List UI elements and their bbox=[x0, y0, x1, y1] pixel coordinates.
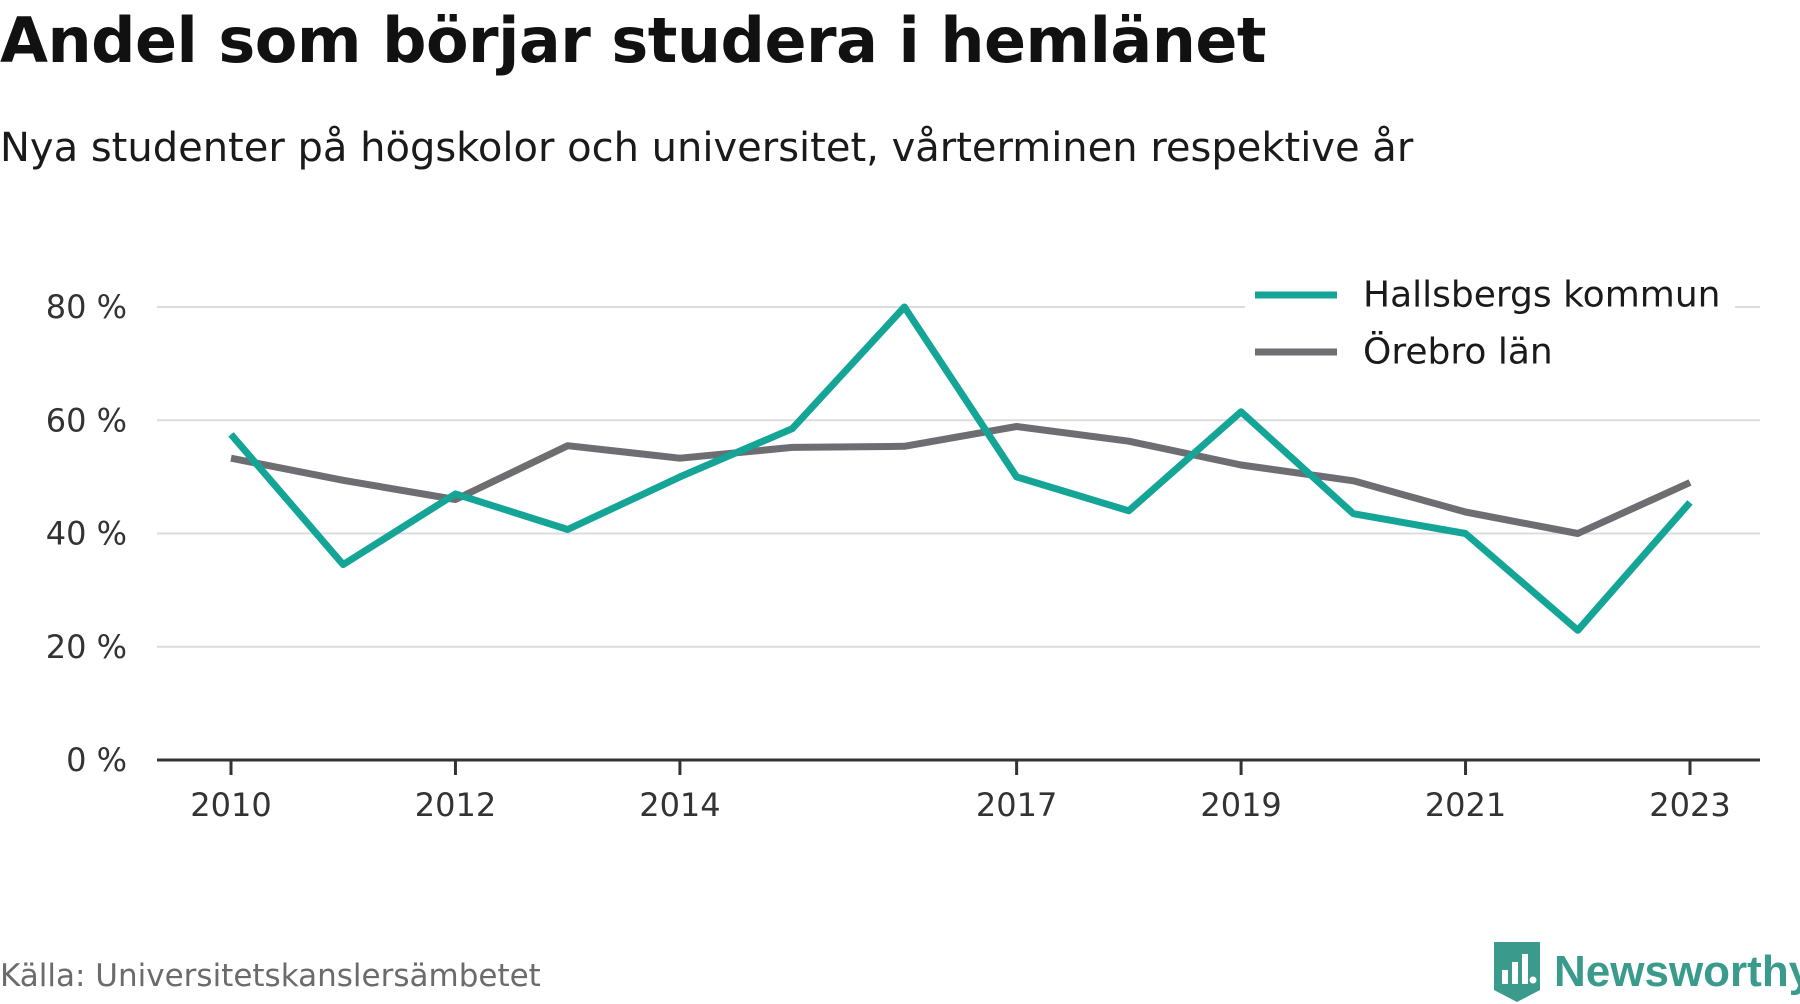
line-chart: 0 % 20 % 40 % 60 % 80 % 2010 2012 2014 2017 2019 2… bbox=[46, 275, 1760, 824]
newsworthy-logo-icon bbox=[1494, 942, 1540, 1002]
legend-background bbox=[1245, 285, 1735, 402]
brand-logo: Newsworthy bbox=[1492, 940, 1800, 1004]
y-tick-label: 40 % bbox=[46, 515, 127, 553]
y-tick-label: 60 % bbox=[46, 401, 127, 439]
legend: Hallsbergs kommun Örebro län bbox=[1245, 275, 1735, 402]
y-tick-label: 20 % bbox=[46, 628, 127, 666]
legend-label: Örebro län bbox=[1363, 331, 1553, 373]
x-tick-label: 2017 bbox=[976, 786, 1057, 824]
legend-label: Hallsbergs kommun bbox=[1363, 275, 1720, 316]
chart-title: Andel som börjar studera i hemlänet bbox=[0, 4, 1267, 77]
x-tick-label: 2023 bbox=[1649, 786, 1730, 824]
y-tick-label: 80 % bbox=[46, 288, 127, 326]
series-layer bbox=[228, 303, 1693, 634]
x-tick-label: 2012 bbox=[415, 786, 496, 824]
series-line-1 bbox=[230, 423, 1692, 537]
x-tick-label: 2014 bbox=[639, 786, 720, 824]
x-tick-label: 2010 bbox=[190, 786, 271, 824]
axis-layer: 0 % 20 % 40 % 60 % 80 % 2010 2012 2014 2017 2019 2… bbox=[46, 288, 1760, 824]
y-tick-label: 0 % bbox=[66, 741, 127, 779]
brand-name: Newsworthy bbox=[1554, 947, 1800, 996]
series-line-0 bbox=[228, 303, 1693, 634]
x-tick-label: 2019 bbox=[1200, 786, 1281, 824]
source-note: Källa: Universitetskanslersämbetet bbox=[0, 958, 541, 994]
chart-subtitle: Nya studenter på högskolor och universit… bbox=[0, 125, 1414, 171]
x-tick-label: 2021 bbox=[1425, 786, 1506, 824]
